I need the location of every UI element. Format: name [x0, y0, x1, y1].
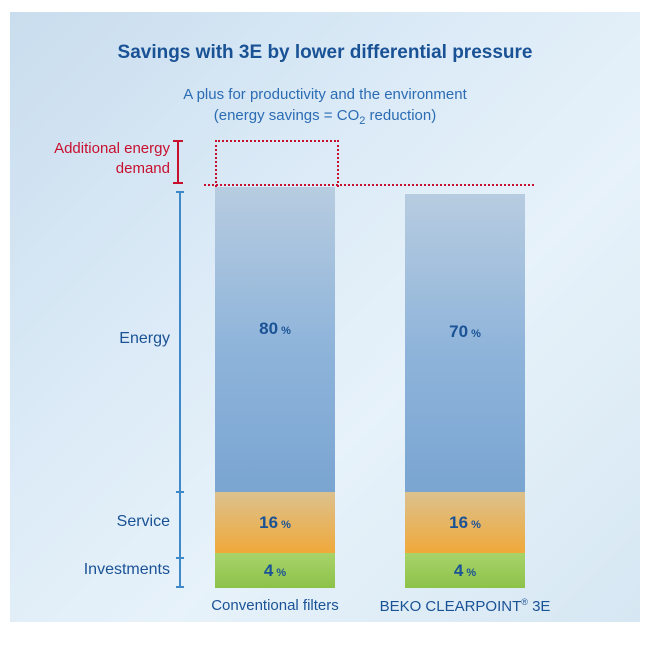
value-unit: % — [471, 328, 481, 340]
additional-demand-bracket — [173, 140, 183, 184]
value-number: 70 — [449, 322, 469, 341]
value-label-energy-conventional: 80% — [259, 319, 291, 339]
subtitle-suffix: reduction) — [365, 107, 437, 124]
value-unit: % — [281, 518, 291, 531]
segment-service-beko: 16% — [405, 492, 525, 553]
value-label-service-beko: 16% — [449, 513, 481, 533]
label-service: Service — [116, 513, 170, 530]
category-label-conventional: Conventional filters — [211, 597, 339, 614]
axis-tick-service — [176, 491, 184, 493]
value-label-energy-beko: 70% — [449, 322, 481, 342]
label-energy: Energy — [119, 330, 170, 347]
registered-trademark-symbol: ® — [521, 597, 528, 607]
value-number: 16 — [449, 512, 469, 532]
value-unit: % — [466, 566, 477, 579]
chart-panel: Savings with 3E by lower differential pr… — [10, 12, 640, 622]
subtitle-prefix: (energy savings = CO — [213, 107, 360, 124]
axis-tick-bottom — [176, 586, 184, 588]
chart-subtitle-line2: (energy savings = CO2 reduction) — [10, 107, 640, 127]
value-unit: % — [471, 518, 481, 531]
value-number: 16 — [259, 512, 279, 532]
segment-investments-beko: 4% — [405, 553, 525, 588]
segment-energy-beko: 70% — [405, 194, 525, 492]
label-additional-energy-demand: Additional energy demand — [54, 140, 170, 177]
value-number: 4 — [453, 560, 464, 580]
beko-suffix: 3E — [527, 598, 551, 615]
subtitle-co2-subscript: 2 — [359, 115, 366, 127]
category-label-beko: BEKO CLEARPOINT® 3E — [355, 597, 575, 615]
segment-energy-conventional: 80% — [215, 187, 335, 492]
segment-investments-conventional: 4% — [215, 553, 335, 588]
value-label-service-conventional: 16% — [259, 513, 291, 533]
value-label-investments-conventional: 4% — [264, 561, 286, 581]
additional-demand-dotted-line — [204, 184, 534, 186]
axis-tick-investments — [176, 557, 184, 559]
bracket-tick-top — [173, 140, 183, 142]
value-number: 4 — [263, 560, 274, 580]
value-unit: % — [281, 324, 291, 337]
beko-name: BEKO CLEARPOINT — [379, 598, 522, 615]
value-number: 80 — [259, 318, 279, 338]
value-axis-line — [179, 191, 181, 586]
bracket-tick-bottom — [173, 182, 183, 184]
segment-service-conventional: 16% — [215, 492, 335, 553]
label-investments: Investments — [83, 561, 170, 578]
value-unit: % — [276, 566, 287, 579]
axis-tick-top — [176, 191, 184, 193]
value-label-investments-beko: 4% — [454, 561, 476, 581]
chart-title: Savings with 3E by lower differential pr… — [117, 42, 533, 63]
chart-subtitle-line1: A plus for productivity and the environm… — [183, 86, 467, 103]
additional-demand-dotted-box — [215, 140, 339, 187]
